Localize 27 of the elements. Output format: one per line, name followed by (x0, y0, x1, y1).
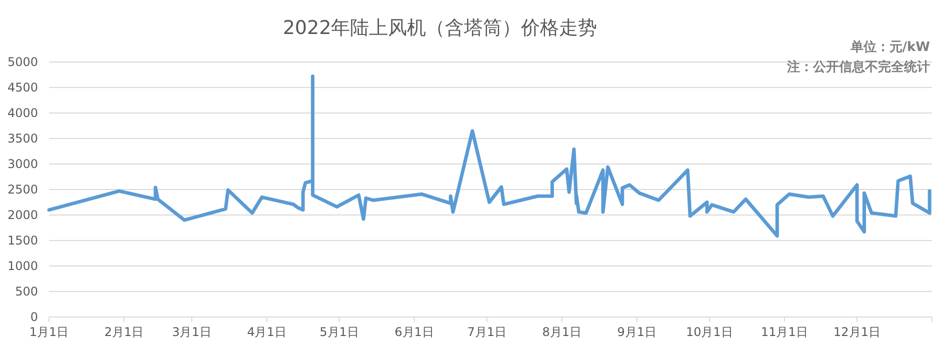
y-tick-label: 2500 (7, 182, 38, 196)
y-tick-label: 3000 (7, 157, 38, 171)
text: 单位：元/kW (849, 39, 930, 55)
x-tick-label: 10月1日 (686, 325, 733, 339)
x-tick-label: 5月1日 (320, 325, 359, 339)
x-tick-label: 6月1日 (394, 325, 434, 339)
y-tick-label: 500 (15, 284, 38, 298)
y-tick-label: 0 (30, 310, 38, 324)
x-tick-label: 4月1日 (247, 325, 286, 339)
line-series (47, 74, 932, 238)
y-tick-label: 4500 (7, 80, 38, 94)
chart-title: 2022年陆上风机（含塔筒）价格走势 (282, 17, 598, 39)
y-tick-label: 2000 (7, 208, 38, 222)
x-tick-label: 3月1日 (172, 325, 212, 339)
y-tick-label: 4000 (7, 106, 38, 120)
annotation: 注：公开信息不完全统计 (786, 59, 930, 75)
x-tick-label: 8月1日 (542, 325, 582, 339)
y-tick-label: 3500 (7, 132, 38, 146)
x-tick-label: 11月1日 (760, 325, 808, 339)
x-tick-label: 12月1日 (834, 325, 880, 339)
x-tick-label: 2月1日 (104, 325, 144, 339)
y-tick-label: 5000 (7, 55, 38, 69)
y-tick-label: 1000 (7, 259, 38, 273)
x-tick-label: 1月1日 (29, 325, 69, 339)
y-tick-label: 1500 (7, 234, 38, 248)
x-tick-label: 7月1日 (467, 325, 507, 339)
x-tick-label: 9月1日 (617, 325, 656, 339)
